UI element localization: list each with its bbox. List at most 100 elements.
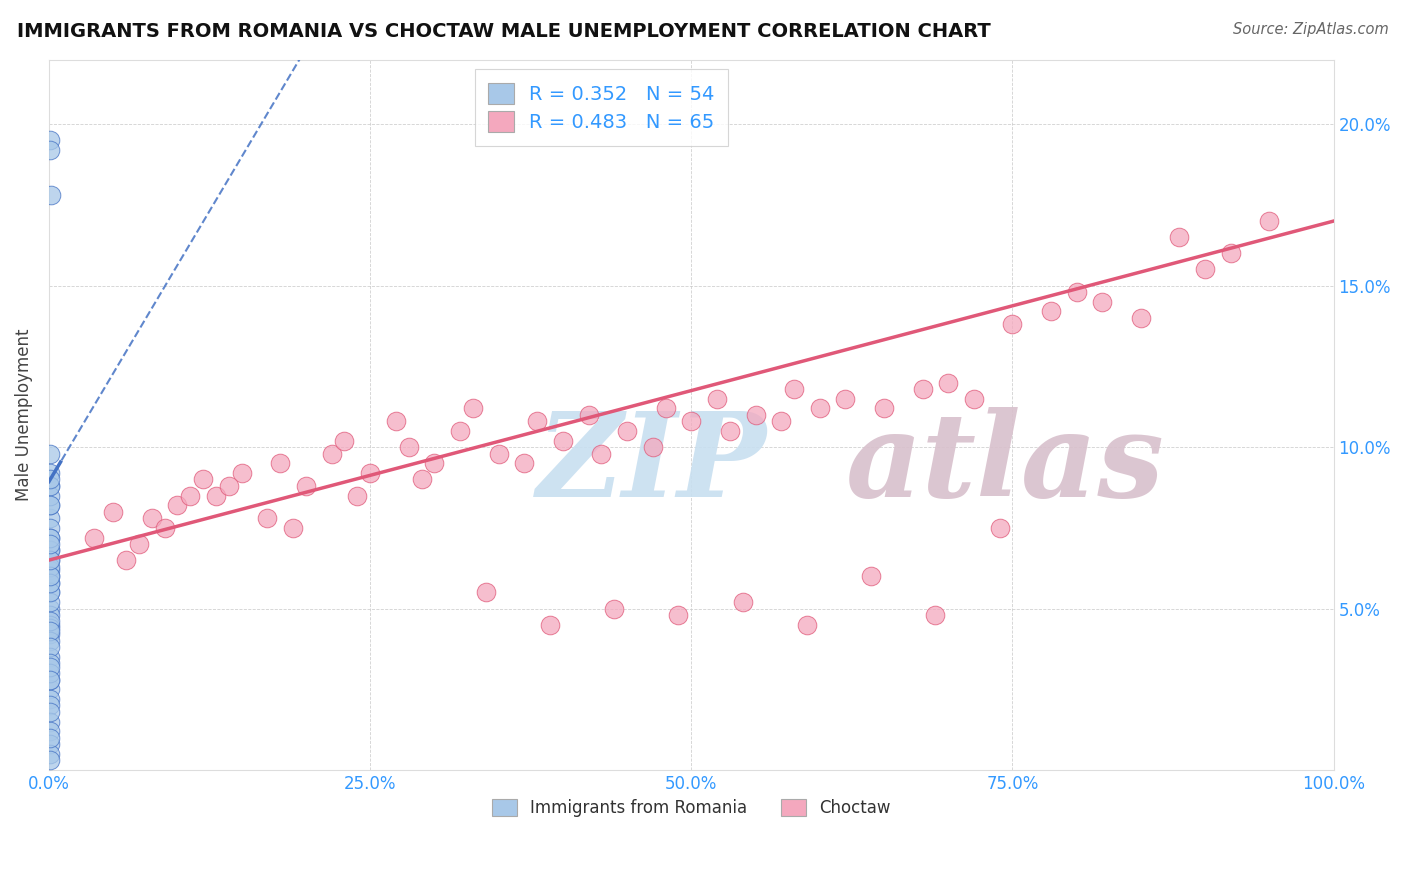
Point (39, 543, 62, 558)
Point (115, 553, 138, 567)
Legend: Immigrants from Romania, Choctaw: Immigrants from Romania, Choctaw (484, 791, 898, 826)
Point (38, 753, 60, 767)
Point (911, 382, 934, 396)
Point (38, 585, 60, 599)
Point (38, 640, 60, 655)
Point (38, 531, 60, 545)
Text: IMMIGRANTS FROM ROMANIA VS CHOCTAW MALE UNEMPLOYMENT CORRELATION CHART: IMMIGRANTS FROM ROMANIA VS CHOCTAW MALE … (17, 22, 991, 41)
Point (38, 698, 60, 713)
Point (668, 607, 690, 622)
Point (38, 607, 60, 622)
Point (860, 569, 883, 583)
Point (1194, 262, 1216, 277)
Point (681, 414, 703, 428)
Point (39, 682, 62, 697)
Point (411, 472, 433, 486)
Point (38, 617, 60, 632)
Point (38, 466, 60, 480)
Point (38, 731, 60, 745)
Point (783, 382, 806, 396)
Point (770, 414, 793, 428)
Point (526, 414, 548, 428)
Point (385, 414, 408, 428)
Point (39, 585, 62, 599)
Text: Source: ZipAtlas.com: Source: ZipAtlas.com (1233, 22, 1389, 37)
Point (39, 724, 62, 739)
Point (281, 521, 304, 535)
Point (513, 456, 536, 470)
Point (731, 595, 754, 609)
Point (474, 585, 496, 599)
Point (39, 692, 62, 706)
Point (924, 607, 946, 622)
Point (295, 479, 318, 493)
Point (153, 521, 176, 535)
Text: ZIP: ZIP (537, 407, 768, 522)
Point (39, 553, 62, 567)
Point (39, 479, 62, 493)
Point (38, 650, 60, 665)
Point (1129, 310, 1152, 325)
Point (39, 479, 62, 493)
Point (38, 559, 60, 574)
Point (39, 569, 62, 583)
Point (39, 569, 62, 583)
Point (39, 143, 62, 157)
Text: atlas: atlas (845, 407, 1164, 522)
Point (38, 543, 60, 558)
Point (256, 511, 278, 525)
Point (166, 498, 188, 512)
Point (269, 456, 291, 470)
Point (38, 511, 60, 525)
Point (449, 424, 471, 438)
Point (38, 446, 60, 460)
Point (346, 489, 368, 503)
Point (359, 466, 381, 480)
Point (218, 479, 240, 493)
Point (39, 472, 62, 486)
Point (423, 456, 446, 470)
Point (205, 489, 228, 503)
Point (1168, 230, 1191, 244)
Point (39, 553, 62, 567)
Point (616, 424, 638, 438)
Point (38, 673, 60, 687)
Point (39, 133, 62, 147)
Point (654, 401, 676, 416)
Point (834, 392, 856, 406)
Point (796, 617, 818, 632)
Point (578, 408, 600, 422)
Point (83, 531, 105, 545)
Point (141, 511, 163, 525)
Point (38, 624, 60, 639)
Point (706, 392, 728, 406)
Point (39, 601, 62, 615)
Point (38, 621, 60, 635)
Point (38, 595, 60, 609)
Point (39, 666, 62, 681)
Point (39, 705, 62, 719)
Point (538, 617, 561, 632)
Point (38, 627, 60, 641)
Point (1066, 285, 1088, 299)
Point (808, 401, 831, 416)
Point (38, 737, 60, 751)
Point (38, 633, 60, 648)
Point (333, 434, 356, 448)
Point (38, 498, 60, 512)
Point (39, 673, 62, 687)
Point (988, 521, 1011, 535)
Point (38, 657, 60, 671)
Point (744, 408, 766, 422)
Point (39, 575, 62, 590)
Point (191, 472, 214, 486)
Point (873, 401, 896, 416)
Point (1258, 214, 1281, 228)
Point (231, 466, 253, 480)
Point (38, 489, 60, 503)
Point (39, 747, 62, 761)
Point (39, 659, 62, 673)
Point (936, 376, 959, 390)
Point (321, 446, 343, 460)
Point (603, 601, 626, 615)
